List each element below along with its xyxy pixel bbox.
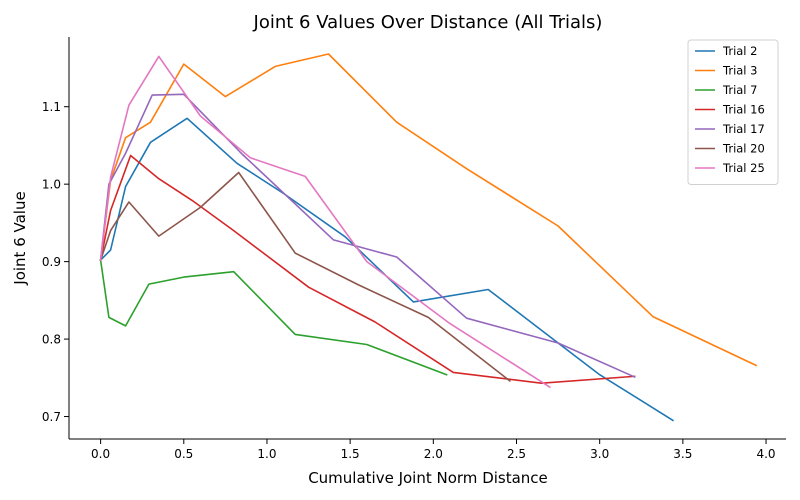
- y-axis-title: Joint 6 Value: [11, 191, 29, 285]
- series-line-6: [99, 171, 511, 383]
- series-line-7: [99, 55, 551, 389]
- series-line-5: [99, 93, 636, 379]
- x-tick-label: 2.0: [424, 447, 443, 461]
- x-tick-label: 0.5: [174, 447, 193, 461]
- legend-label: Trial 7: [722, 83, 757, 97]
- x-tick-label: 0.0: [91, 447, 110, 461]
- legend-label: Trial 17: [722, 122, 765, 136]
- legend-label: Trial 3: [722, 64, 757, 78]
- x-tick-label: 1.5: [341, 447, 360, 461]
- y-tick-label: 1.0: [42, 178, 61, 192]
- y-tick-label: 0.8: [42, 333, 61, 347]
- x-tick-label: 3.0: [590, 447, 609, 461]
- chart-title: Joint 6 Values Over Distance (All Trials…: [253, 12, 603, 33]
- legend-label: Trial 20: [722, 142, 765, 156]
- y-tick-label: 0.9: [42, 255, 61, 269]
- legend-label: Trial 2: [722, 44, 757, 58]
- series-line-3: [99, 259, 448, 376]
- x-axis-title: Cumulative Joint Norm Distance: [308, 469, 548, 487]
- x-tick-label: 3.5: [673, 447, 692, 461]
- plot-area: [99, 53, 758, 422]
- axes: [68, 37, 786, 440]
- x-ticks: 0.0 0.5 1.0 1.5 2.0 2.5 3.0 3.5 4.0: [91, 439, 776, 461]
- y-tick-label: 0.7: [42, 410, 61, 424]
- y-tick-label: 1.1: [42, 100, 61, 114]
- legend: Trial 2 Trial 3 Trial 7 Trial 16 Trial 17 Tri…: [687, 39, 779, 185]
- x-tick-label: 2.5: [507, 447, 526, 461]
- series-line-4: [99, 154, 636, 385]
- x-tick-label: 4.0: [756, 447, 775, 461]
- x-tick-label: 1.0: [257, 447, 276, 461]
- legend-label: Trial 25: [722, 161, 765, 175]
- y-ticks: 0.7 0.8 0.9 1.0 1.1: [42, 100, 69, 424]
- legend-label: Trial 16: [722, 103, 765, 117]
- series-line-2: [99, 53, 758, 367]
